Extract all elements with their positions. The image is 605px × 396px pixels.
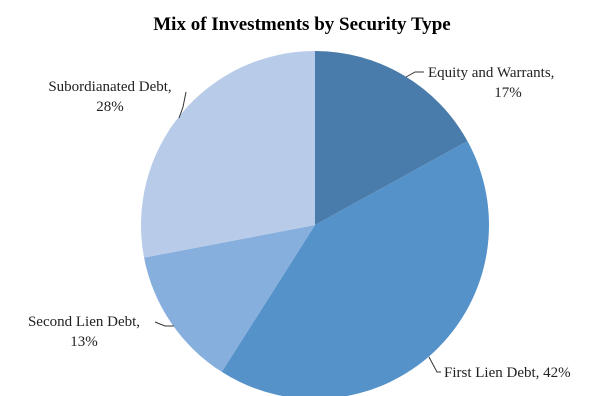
- slice-label-subordinated: Subordianated Debt, 28%: [48, 79, 171, 115]
- svg-text:First Lien Debt, 42%: First Lien Debt, 42%: [444, 365, 571, 381]
- slice-value-equity: 17%: [494, 85, 522, 101]
- leader-line-subordinated: [178, 91, 187, 119]
- pie-slice-first-lien: [221, 141, 490, 396]
- leader-line-second-lien: [154, 321, 174, 327]
- slice-value-first-lien: 42%: [543, 365, 571, 381]
- slice-label-second-lien: Second Lien Debt, 13%: [28, 314, 140, 350]
- slice-value-subordinated: 28%: [96, 99, 124, 115]
- pie-slice-equity: [315, 51, 468, 225]
- svg-text:Subordianated Debt,: Subordianated Debt,: [48, 79, 171, 95]
- chart-title: Mix of Investments by Security Type: [153, 14, 450, 35]
- slice-name-equity: Equity and Warrants: [428, 65, 551, 81]
- pie-slices: [140, 51, 490, 396]
- slice-label-first-lien: First Lien Debt, 42%: [444, 365, 571, 381]
- slice-name-second-lien: Second Lien Debt: [28, 314, 137, 330]
- slice-name-subordinated: Subordianated Debt: [48, 79, 168, 95]
- slice-value-second-lien: 13%: [70, 334, 98, 350]
- leader-line-equity: [405, 71, 424, 78]
- svg-text:Second Lien Debt,: Second Lien Debt,: [28, 314, 140, 330]
- pie-slice-second-lien: [144, 225, 315, 372]
- leader-line-first-lien: [428, 356, 441, 373]
- slice-name-first-lien: First Lien Debt: [444, 365, 536, 381]
- pie-slice-subordinated: [140, 51, 315, 258]
- slice-label-equity: Equity and Warrants, 17%: [428, 65, 554, 101]
- svg-text:Equity and Warrants,: Equity and Warrants,: [428, 65, 554, 81]
